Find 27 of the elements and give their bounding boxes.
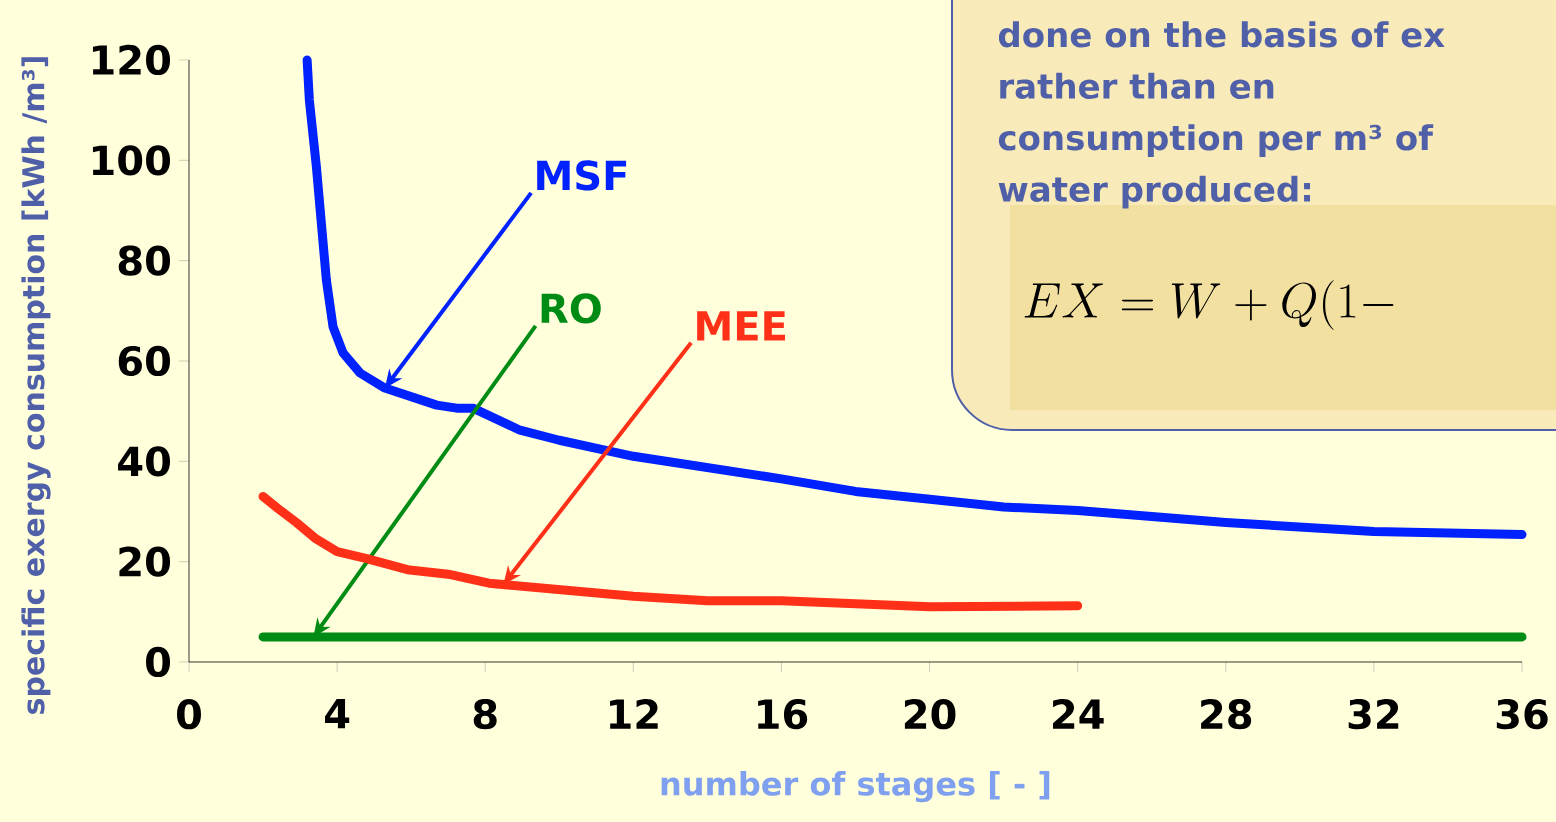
x-tick-label: 36 [1496,699,1548,730]
x-axis-title: number of stages [ - ] [661,771,1050,803]
text: RO [541,293,601,324]
y-tick-label: 80 [118,245,171,276]
x-tick-label: 12 [610,699,658,729]
text: MSF [537,160,627,191]
x-tick-label: 8 [473,699,497,730]
y-tick-label: 60 [118,345,171,377]
x-tick-label: 28 [1201,699,1252,730]
text: done on the basis of ex [998,21,1445,48]
y-tick-label: 0 [146,646,171,678]
y-axis-title: specific exergy consumption [kWh /m³] [21,57,51,714]
y-tick-label: 100 [92,145,171,176]
annotation: water produced: [998,175,1311,209]
x-tick-label: 16 [758,699,808,730]
x-tick-label: 32 [1348,699,1399,730]
y-tick-label: 120 [92,44,171,76]
text: MEE [697,311,786,341]
y-tick-label: 20 [119,546,171,577]
x-tick-label: 4 [324,699,350,729]
annotation: $EX = W + Q\Bigl( 1 -$ [1024,280,1394,330]
annotation: consumption per m³ of [998,124,1434,158]
x-tick-label: 20 [904,699,956,730]
y-tick-label: 40 [118,446,171,477]
x-tick-label: 0 [177,699,201,730]
annotation: rather than en [1000,72,1274,99]
x-tick-label: 24 [1053,699,1104,729]
